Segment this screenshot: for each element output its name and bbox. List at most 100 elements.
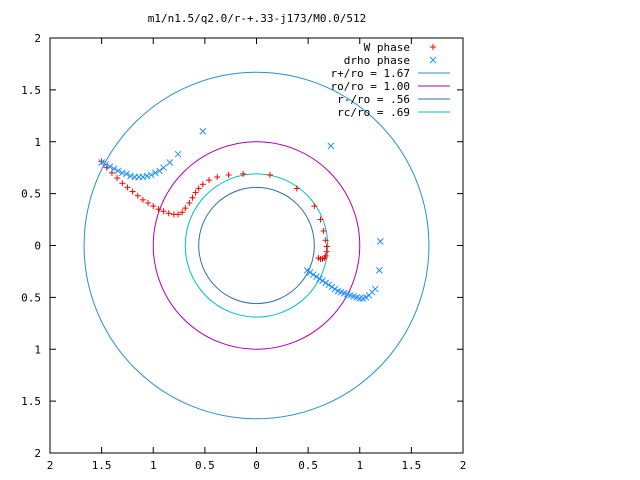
- x-tick-label: 2: [47, 459, 54, 472]
- x-tick-label: 0.5: [298, 459, 318, 472]
- drho-phase-point: [309, 271, 317, 278]
- drho-phase-point: [147, 171, 155, 179]
- w-phase-point: [206, 177, 213, 184]
- y-tick-label: 2: [34, 447, 41, 460]
- drho-phase-point: [331, 285, 339, 293]
- w-phase-point: [175, 211, 182, 218]
- legend-label: rc/ro = .69: [337, 106, 410, 119]
- w-phase-point: [150, 203, 157, 210]
- drho-phase-point: [371, 285, 379, 293]
- w-phase-point: [225, 171, 232, 178]
- drho-phase-point: [199, 128, 207, 135]
- drho-phase-point: [325, 281, 333, 289]
- w-phase-point: [317, 216, 324, 223]
- w-phase-point: [186, 199, 193, 206]
- drho-phase-point: [102, 161, 110, 168]
- legend-label: drho phase: [344, 54, 410, 67]
- drho-phase-point: [106, 163, 114, 171]
- x-tick-label: 0.5: [195, 459, 215, 472]
- drho-phase-point: [98, 159, 105, 166]
- w-phase-point: [214, 174, 221, 181]
- y-tick-label: 1: [34, 136, 41, 149]
- w-phase-point: [320, 227, 327, 234]
- reference-circle: [198, 186, 315, 305]
- legend-label: r+/ro = 1.67: [331, 67, 410, 80]
- legend-label: W phase: [364, 41, 410, 54]
- axis-ticks: 2 1.5 1 0.5 0 0.5 1 1.5 221.510.500.511.52: [21, 32, 466, 472]
- w-phase-point: [160, 208, 167, 215]
- drho-phase-point: [139, 173, 147, 181]
- w-phase-point: [195, 185, 202, 192]
- w-phase-point: [266, 171, 273, 178]
- w-phase-point: [323, 243, 330, 250]
- w-phase-point: [315, 254, 322, 261]
- drho-phase-point: [160, 164, 167, 172]
- drho-phase-point: [166, 159, 174, 166]
- w-phase-point: [129, 188, 136, 195]
- x-tick-label: 1: [150, 459, 157, 472]
- y-tick-label: 0.5: [21, 291, 41, 304]
- legend-label: r-/ro = .56: [337, 93, 410, 106]
- w-phase-point: [192, 189, 199, 196]
- w-phase-point: [293, 185, 300, 192]
- y-tick-label: 2: [34, 32, 41, 45]
- w-phase-point: [155, 206, 162, 213]
- w-phase-point: [165, 210, 172, 217]
- w-phase-point: [182, 205, 189, 212]
- drho-phase-point: [118, 169, 126, 177]
- drho-phase-point: [328, 283, 336, 291]
- data-points: [98, 128, 384, 302]
- w-phase-point: [114, 175, 121, 182]
- w-phase-point: [189, 194, 196, 201]
- x-tick-label: 0: [253, 459, 260, 472]
- legend-cross-marker: [429, 56, 437, 64]
- x-tick-label: 2: [460, 459, 467, 472]
- drho-phase-point: [303, 267, 311, 274]
- drho-phase-point: [376, 267, 383, 274]
- y-tick-label: 1.5: [21, 395, 41, 408]
- x-tick-label: 1.5: [401, 459, 421, 472]
- drho-phase-point: [322, 279, 330, 287]
- w-phase-point: [124, 184, 131, 191]
- drho-phase-point: [362, 294, 370, 301]
- drho-phase-point: [316, 275, 323, 283]
- reference-circles: [83, 71, 430, 420]
- chart-title: m1/n1.5/q2.0/r-+.33-j173/M0.0/512: [148, 12, 367, 25]
- w-phase-point: [322, 237, 329, 244]
- y-tick-label: 0.5: [21, 188, 41, 201]
- drho-phase-point: [377, 237, 384, 245]
- drho-phase-point: [123, 170, 130, 178]
- legend-label: ro/ro = 1.00: [331, 80, 410, 93]
- w-phase-point: [98, 158, 105, 165]
- drho-phase-point: [127, 172, 134, 180]
- y-tick-label: 1.5: [21, 84, 41, 97]
- w-phase-point: [179, 209, 186, 216]
- w-phase-point: [323, 248, 330, 255]
- w-phase-point: [145, 199, 152, 206]
- y-tick-label: 0: [34, 240, 41, 253]
- drho-phase-point: [143, 172, 151, 180]
- drho-phase-point: [110, 165, 118, 173]
- w-phase-point: [240, 170, 247, 177]
- drho-phase-point: [174, 150, 182, 158]
- w-phase-point: [311, 203, 318, 210]
- drho-phase-point: [151, 169, 159, 177]
- drho-phase-point: [319, 277, 326, 285]
- drho-phase-point: [356, 295, 364, 302]
- w-phase-point: [199, 181, 206, 188]
- drho-phase-point: [114, 167, 122, 175]
- drho-phase-point: [156, 167, 163, 175]
- w-phase-point: [119, 180, 126, 187]
- drho-phase-point: [306, 269, 314, 276]
- reference-circle: [152, 141, 361, 350]
- reference-circle: [83, 71, 430, 420]
- x-tick-label: 1.5: [92, 459, 112, 472]
- x-tick-label: 1: [356, 459, 363, 472]
- y-tick-label: 1: [34, 343, 41, 356]
- legend-plus-marker: [430, 44, 436, 50]
- w-phase-point: [139, 196, 146, 203]
- drho-phase-point: [327, 142, 335, 150]
- reference-circle: [184, 173, 329, 318]
